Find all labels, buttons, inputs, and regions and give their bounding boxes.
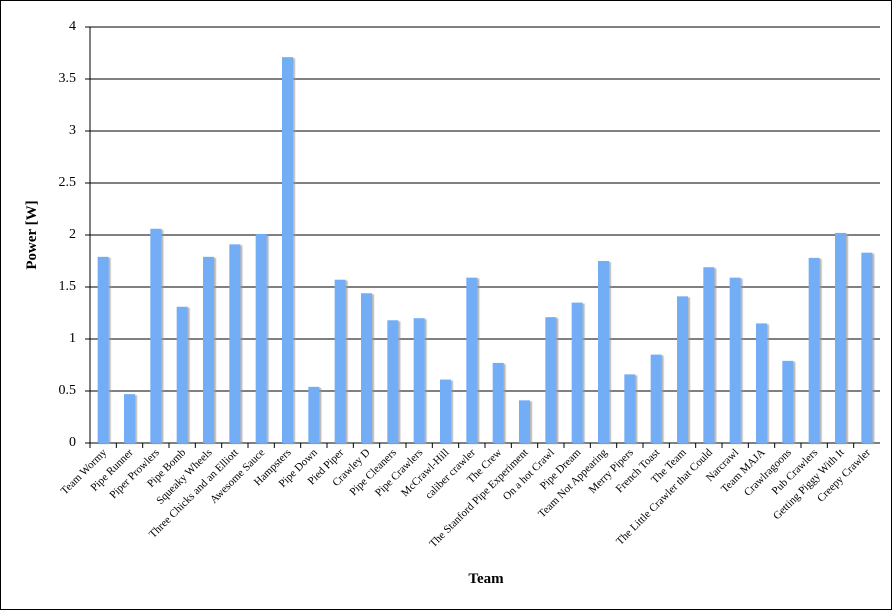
bar: [282, 57, 293, 443]
bar: [545, 317, 557, 443]
y-tick-label: 2.5: [59, 175, 77, 190]
bar: [624, 374, 636, 443]
bar: [519, 400, 530, 443]
y-tick-label: 1.5: [59, 279, 77, 294]
y-axis-title: Power [W]: [24, 200, 40, 269]
y-tick-label: 0.5: [59, 383, 77, 398]
bar: [413, 318, 425, 443]
bar: [571, 302, 583, 443]
bar: [782, 360, 794, 443]
bar: [703, 267, 715, 443]
bar: [650, 354, 662, 443]
bar: [203, 256, 214, 443]
y-tick-label: 3.5: [59, 71, 77, 86]
bar: [150, 228, 162, 443]
x-axis-title: Team: [468, 571, 504, 587]
bar: [361, 293, 372, 443]
y-tick-label: 0: [69, 435, 76, 450]
bar: [387, 320, 399, 443]
y-tick-label: 1: [69, 331, 76, 346]
bar: [124, 394, 135, 443]
bar: [677, 296, 688, 443]
bar: [729, 277, 741, 443]
bar: [492, 362, 504, 443]
bar: [808, 257, 820, 443]
bar: [835, 232, 846, 443]
bar: [229, 244, 241, 443]
bar: [334, 279, 346, 443]
bar: [308, 386, 320, 443]
y-tick-label: 2: [69, 227, 76, 242]
bar: [861, 252, 873, 443]
bar: [97, 256, 109, 443]
bar: [466, 277, 478, 443]
bar: [598, 261, 609, 443]
bar: [756, 323, 767, 443]
y-tick-label: 4: [69, 19, 76, 34]
bar: [176, 306, 188, 443]
y-tick-label: 3: [69, 123, 76, 138]
bar: [255, 233, 267, 443]
bar: [440, 379, 451, 443]
